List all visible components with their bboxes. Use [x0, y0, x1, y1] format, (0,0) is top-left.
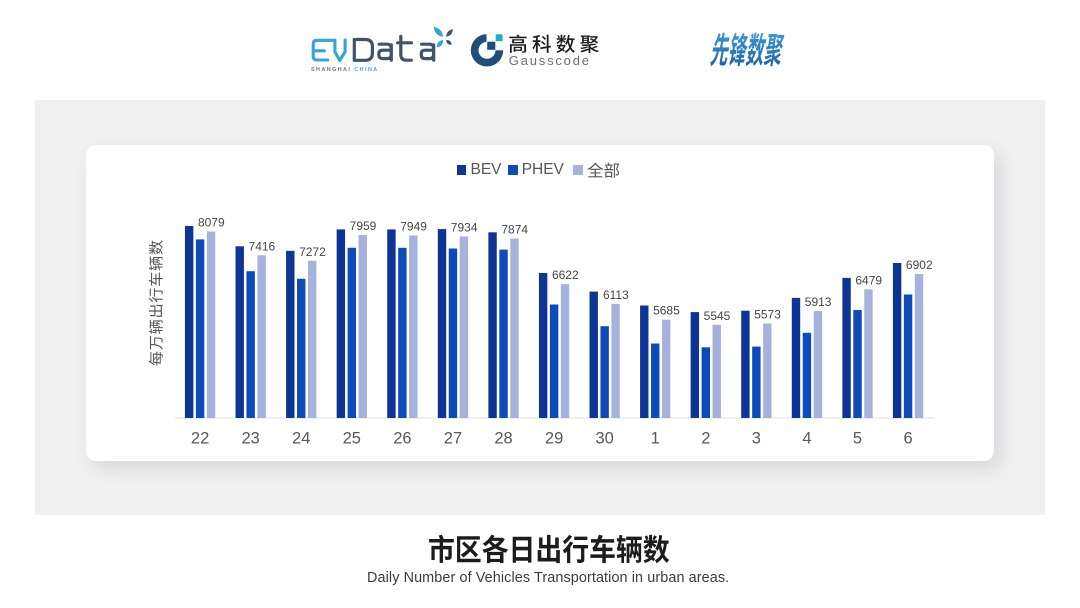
- svg-text:24: 24: [292, 430, 310, 448]
- svg-text:2: 2: [701, 430, 710, 448]
- svg-text:6479: 6479: [855, 273, 882, 287]
- svg-text:28: 28: [494, 430, 512, 448]
- svg-text:7934: 7934: [451, 220, 478, 234]
- svg-text:25: 25: [343, 430, 361, 448]
- svg-text:26: 26: [393, 430, 411, 448]
- svg-text:22: 22: [191, 430, 209, 448]
- svg-text:5573: 5573: [754, 308, 781, 322]
- svg-text:7874: 7874: [501, 223, 528, 237]
- svg-text:5545: 5545: [704, 309, 731, 323]
- svg-text:23: 23: [241, 430, 259, 448]
- svg-text:7959: 7959: [350, 219, 377, 233]
- svg-text:30: 30: [595, 430, 613, 448]
- svg-text:5: 5: [853, 430, 862, 448]
- svg-text:3: 3: [752, 430, 761, 448]
- svg-text:1: 1: [651, 430, 660, 448]
- svg-text:29: 29: [545, 430, 563, 448]
- svg-text:4: 4: [802, 430, 811, 448]
- svg-text:7416: 7416: [249, 239, 276, 253]
- svg-text:6622: 6622: [552, 268, 579, 282]
- svg-text:6: 6: [903, 430, 912, 448]
- svg-text:8079: 8079: [198, 216, 225, 230]
- svg-text:27: 27: [444, 430, 462, 448]
- svg-text:5913: 5913: [805, 295, 832, 309]
- svg-text:6902: 6902: [906, 258, 933, 272]
- svg-text:7272: 7272: [299, 245, 326, 259]
- svg-text:6113: 6113: [603, 288, 629, 302]
- svg-text:7949: 7949: [400, 219, 427, 233]
- svg-text:5685: 5685: [653, 304, 680, 318]
